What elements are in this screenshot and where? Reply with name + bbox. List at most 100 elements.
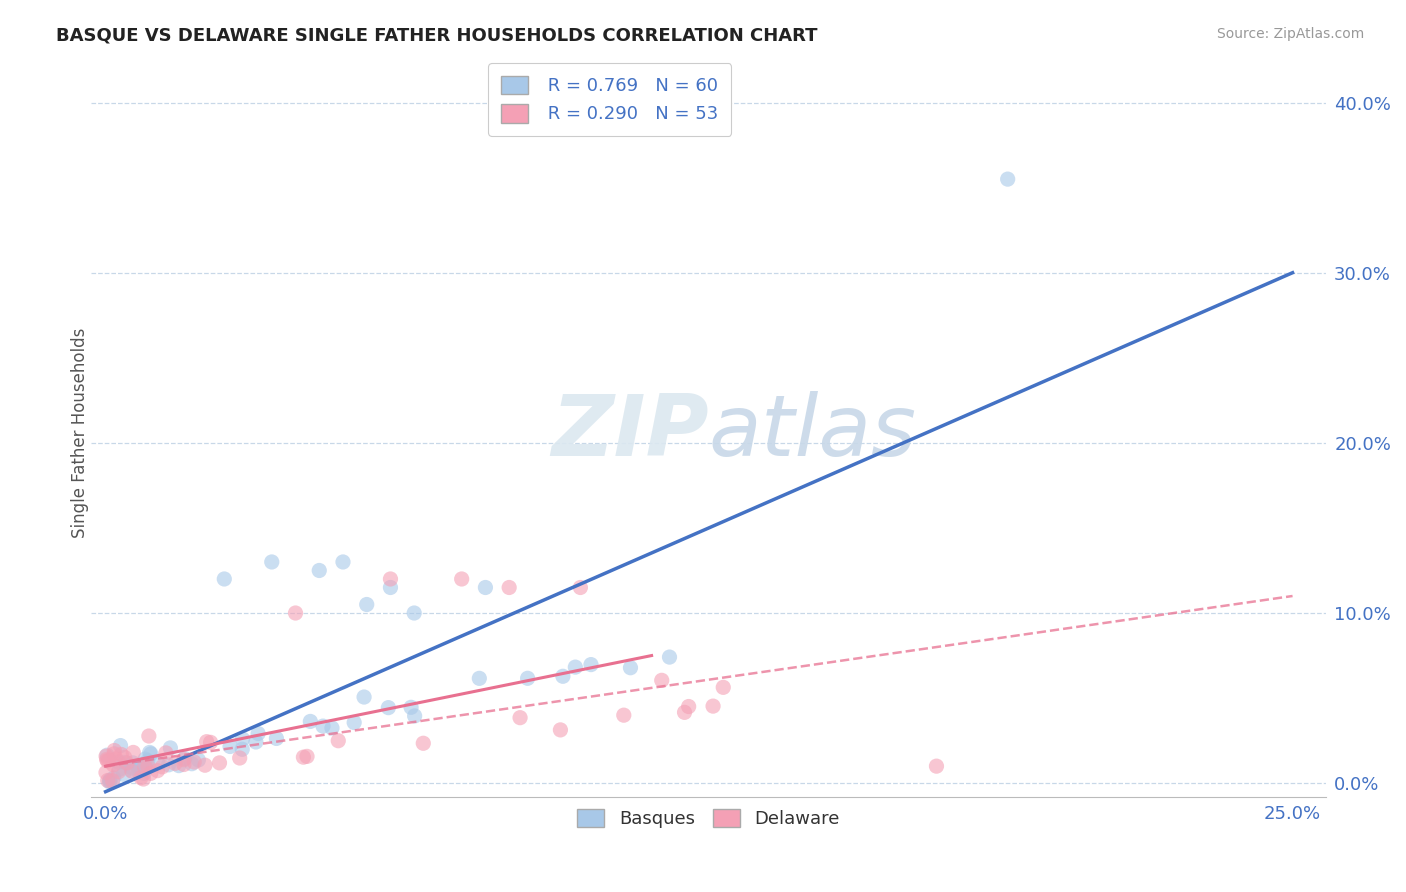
Point [651, 673, 673, 688]
Point [128, 762, 150, 776]
Point [399, 700, 422, 714]
Point [673, 706, 696, 720]
Point [550, 723, 572, 737]
Point [569, 581, 592, 595]
Point [108, 762, 131, 776]
Point [139, 747, 162, 761]
Point [208, 756, 231, 770]
Point [96, 754, 118, 768]
Point [146, 756, 169, 771]
Point [131, 760, 153, 774]
Point [110, 747, 132, 762]
Point [245, 735, 267, 749]
Point [509, 711, 531, 725]
Point [702, 699, 724, 714]
Point [356, 598, 378, 612]
Point [121, 761, 143, 775]
Point [214, 572, 236, 586]
Point [516, 671, 538, 685]
Point [115, 756, 138, 770]
Point [195, 734, 218, 748]
Point [103, 743, 125, 757]
Point [150, 760, 173, 774]
Point [132, 766, 155, 780]
Point [122, 746, 145, 760]
Point [925, 759, 948, 773]
Point [101, 773, 124, 788]
Point [97, 754, 120, 768]
Point [579, 657, 602, 672]
Point [247, 726, 270, 740]
Text: ZIP: ZIP [551, 392, 709, 475]
Point [404, 709, 426, 723]
Point [658, 650, 681, 665]
Point [103, 771, 125, 785]
Point [183, 755, 205, 769]
Point [312, 719, 335, 733]
Point [114, 750, 136, 764]
Point [711, 681, 734, 695]
Point [173, 751, 195, 765]
Point [200, 735, 222, 749]
Point [146, 764, 169, 778]
Point [353, 690, 375, 704]
Point [94, 765, 117, 780]
Point [134, 758, 156, 772]
Point [619, 661, 641, 675]
Point [474, 581, 496, 595]
Point [295, 749, 318, 764]
Point [498, 581, 520, 595]
Point [404, 606, 426, 620]
Point [103, 747, 125, 761]
Text: BASQUE VS DELAWARE SINGLE FATHER HOUSEHOLDS CORRELATION CHART: BASQUE VS DELAWARE SINGLE FATHER HOUSEHO… [56, 27, 818, 45]
Point [343, 715, 366, 730]
Point [308, 564, 330, 578]
Point [468, 671, 491, 685]
Point [103, 757, 125, 772]
Text: Source: ZipAtlas.com: Source: ZipAtlas.com [1216, 27, 1364, 41]
Point [678, 699, 700, 714]
Point [377, 700, 399, 714]
Point [292, 750, 315, 764]
Point [180, 756, 202, 771]
Point [266, 731, 288, 746]
Point [380, 581, 402, 595]
Legend: Basques, Delaware: Basques, Delaware [569, 801, 846, 835]
Point [96, 748, 118, 763]
Point [136, 754, 159, 768]
Point [132, 772, 155, 786]
Point [412, 736, 434, 750]
Point [96, 752, 118, 766]
Point [155, 746, 177, 760]
Point [173, 753, 195, 767]
Point [187, 753, 209, 767]
Point [138, 746, 160, 760]
Point [450, 572, 472, 586]
Point [131, 763, 153, 777]
Point [299, 714, 322, 729]
Point [138, 729, 160, 743]
Point [173, 757, 195, 772]
Text: atlas: atlas [709, 392, 917, 475]
Point [328, 733, 350, 747]
Point [97, 773, 120, 788]
Point [159, 740, 181, 755]
Point [107, 755, 129, 769]
Point [380, 572, 402, 586]
Point [564, 660, 586, 674]
Point [121, 764, 143, 779]
Point [114, 756, 136, 770]
Point [127, 764, 149, 779]
Point [551, 669, 574, 683]
Point [997, 172, 1019, 186]
Point [332, 555, 354, 569]
Point [219, 739, 242, 754]
Point [107, 764, 129, 779]
Point [194, 758, 217, 772]
Point [284, 606, 307, 620]
Point [134, 759, 156, 773]
Point [110, 739, 132, 753]
Point [260, 555, 283, 569]
Point [98, 774, 121, 789]
Point [613, 708, 636, 723]
